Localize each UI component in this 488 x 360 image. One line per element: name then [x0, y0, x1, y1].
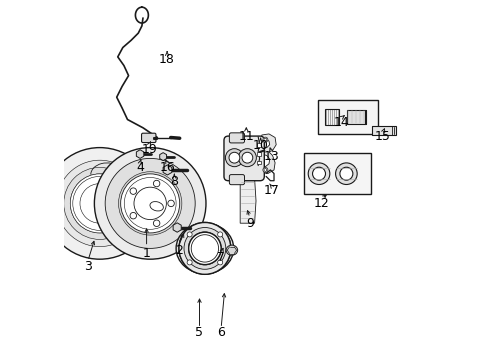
Circle shape [217, 232, 222, 237]
Circle shape [124, 177, 176, 229]
Polygon shape [240, 178, 256, 223]
Text: 15: 15 [374, 130, 390, 143]
Circle shape [228, 152, 239, 163]
Circle shape [179, 222, 230, 274]
Text: 16: 16 [159, 161, 175, 174]
Text: 9: 9 [245, 217, 253, 230]
Bar [324, 109, 339, 125]
Circle shape [307, 163, 329, 184]
Bar [371, 126, 395, 135]
Circle shape [73, 176, 126, 230]
Circle shape [44, 148, 155, 259]
Text: 3: 3 [84, 260, 92, 273]
Circle shape [194, 238, 215, 258]
Text: 14: 14 [333, 116, 349, 129]
Circle shape [124, 177, 176, 229]
FancyBboxPatch shape [229, 133, 244, 143]
Circle shape [57, 160, 142, 247]
Circle shape [167, 200, 174, 207]
Circle shape [153, 220, 160, 226]
Circle shape [179, 222, 230, 274]
Text: 1: 1 [142, 247, 150, 260]
Text: 4: 4 [136, 161, 144, 174]
Circle shape [238, 149, 256, 167]
Text: 19: 19 [141, 143, 157, 156]
Circle shape [63, 167, 136, 239]
Circle shape [187, 260, 192, 265]
Circle shape [335, 163, 356, 184]
Circle shape [80, 184, 120, 223]
Text: 12: 12 [313, 197, 329, 210]
Circle shape [118, 172, 182, 235]
Ellipse shape [150, 202, 163, 211]
Circle shape [153, 180, 160, 187]
Bar [257, 152, 260, 156]
Circle shape [312, 167, 325, 180]
Circle shape [121, 174, 179, 233]
Circle shape [264, 138, 266, 141]
Polygon shape [261, 134, 276, 174]
Circle shape [264, 168, 266, 171]
Circle shape [134, 187, 166, 220]
Circle shape [191, 235, 218, 262]
Circle shape [263, 167, 267, 172]
Text: 2: 2 [175, 244, 183, 257]
Bar [346, 109, 365, 124]
Circle shape [189, 233, 220, 264]
Circle shape [188, 232, 221, 265]
Circle shape [183, 228, 225, 269]
Text: 10: 10 [252, 139, 268, 152]
Text: 6: 6 [217, 327, 224, 339]
Bar [257, 143, 260, 147]
Bar [303, 153, 370, 194]
Circle shape [225, 149, 243, 167]
Text: 11: 11 [238, 130, 254, 143]
Bar [257, 161, 260, 164]
Circle shape [187, 232, 192, 237]
FancyBboxPatch shape [224, 136, 264, 181]
FancyBboxPatch shape [141, 133, 156, 143]
Circle shape [70, 174, 129, 233]
Circle shape [73, 176, 126, 230]
Circle shape [263, 137, 267, 142]
Circle shape [105, 158, 195, 248]
Circle shape [70, 174, 129, 233]
Circle shape [94, 148, 205, 259]
Ellipse shape [225, 245, 237, 255]
Circle shape [339, 167, 352, 180]
Text: 8: 8 [170, 175, 178, 188]
Circle shape [130, 188, 136, 194]
Circle shape [124, 177, 176, 229]
Circle shape [188, 232, 221, 265]
Text: 17: 17 [263, 184, 279, 197]
Circle shape [183, 228, 225, 269]
FancyBboxPatch shape [229, 175, 244, 185]
Bar [318, 100, 377, 134]
Text: 7: 7 [217, 251, 224, 264]
Text: 5: 5 [195, 327, 203, 339]
Ellipse shape [176, 223, 233, 274]
Circle shape [217, 260, 222, 265]
Circle shape [191, 235, 218, 262]
Text: 18: 18 [159, 53, 175, 66]
Circle shape [242, 152, 252, 163]
Text: 13: 13 [263, 150, 279, 163]
Circle shape [130, 212, 136, 219]
